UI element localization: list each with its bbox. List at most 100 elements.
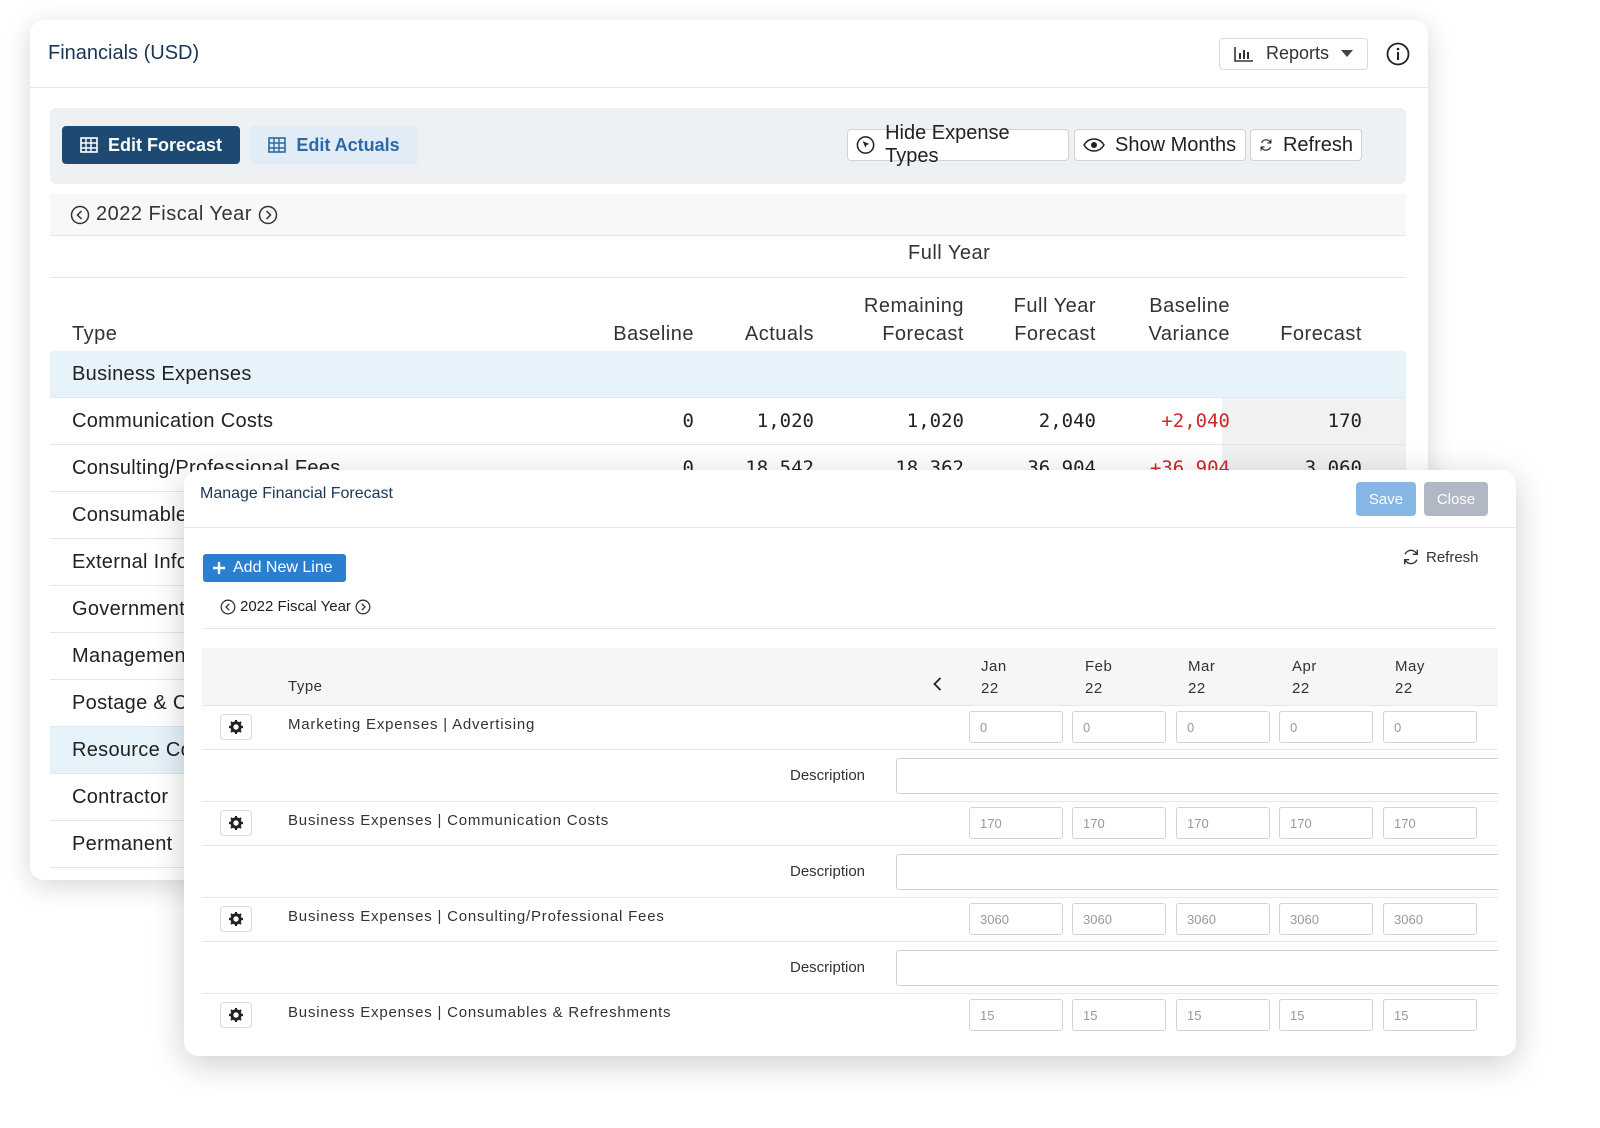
description-input[interactable]	[896, 950, 1498, 986]
cell-fullyear: 2,040	[1038, 410, 1096, 432]
col-baseline: Baseline	[613, 323, 694, 345]
description-label: Description	[790, 767, 866, 784]
line-settings-button[interactable]	[220, 714, 252, 740]
cell-remaining: 1,020	[906, 410, 964, 432]
col-type: Type	[288, 678, 323, 695]
chevron-left-circle-icon[interactable]	[220, 599, 236, 615]
description-row: Description	[202, 942, 1498, 994]
plus-icon	[213, 562, 225, 574]
table-row[interactable]: Communication Costs 0 1,020 1,020 2,040 …	[50, 398, 1406, 445]
line-settings-button[interactable]	[220, 1002, 252, 1028]
table-icon	[268, 137, 287, 153]
refresh-icon	[1260, 139, 1272, 151]
toolbar: Edit Forecast Edit Actuals Hide Expense …	[50, 108, 1406, 184]
month-value-input[interactable]: 170	[969, 807, 1063, 839]
bar-chart-icon	[1234, 46, 1253, 62]
col-remaining-line2: Forecast	[882, 323, 964, 345]
row-name: Consumables	[72, 504, 198, 526]
save-button[interactable]: Save	[1356, 482, 1416, 516]
description-row: Description	[202, 750, 1498, 802]
row-name: Resource Co	[72, 739, 193, 761]
row-name: Management	[72, 645, 192, 667]
reports-label: Reports	[1265, 43, 1329, 63]
gear-icon	[229, 816, 243, 830]
month-header: Apr 22	[1292, 658, 1317, 697]
show-months-button[interactable]: Show Months	[1074, 129, 1246, 161]
financials-header: Financials (USD) Reports	[30, 20, 1428, 88]
chevron-left-circle-icon[interactable]	[70, 205, 90, 225]
edit-actuals-label: Edit Actuals	[296, 134, 400, 155]
gear-icon	[229, 720, 243, 734]
description-input[interactable]	[896, 758, 1498, 794]
page-title: Financials (USD)	[48, 42, 200, 64]
month-header: Mar 22	[1188, 658, 1216, 697]
line-settings-button[interactable]	[220, 810, 252, 836]
month-value-input[interactable]: 0	[1072, 711, 1166, 743]
month-value-input[interactable]: 3060	[1383, 903, 1477, 935]
month-value-input[interactable]: 170	[1072, 807, 1166, 839]
edit-actuals-button[interactable]: Edit Actuals	[250, 126, 418, 164]
modal-title: Manage Financial Forecast	[200, 485, 393, 502]
forecast-cell-bg	[1222, 398, 1406, 444]
hide-expense-types-label: Hide Expense Types	[885, 122, 1010, 167]
table-header: Type Baseline Actuals Remaining Forecast…	[50, 282, 1406, 358]
month-value-input[interactable]: 0	[1176, 711, 1270, 743]
refresh-label: Refresh	[1282, 133, 1353, 156]
month-value-input[interactable]: 15	[1072, 999, 1166, 1031]
month-value-input[interactable]: 15	[1383, 999, 1477, 1031]
manage-forecast-modal: Manage Financial Forecast Save Close Add…	[184, 470, 1516, 1056]
month-header: Jan 22	[981, 658, 1007, 697]
modal-refresh-label: Refresh	[1426, 548, 1479, 566]
close-button[interactable]: Close	[1424, 482, 1488, 516]
col-forecast: Forecast	[1280, 323, 1362, 345]
chevron-right-circle-icon[interactable]	[258, 205, 278, 225]
fiscal-year-label: 2022 Fiscal Year	[96, 203, 252, 225]
month-value-input[interactable]: 0	[1383, 711, 1477, 743]
edit-forecast-button[interactable]: Edit Forecast	[62, 126, 240, 164]
line-settings-button[interactable]	[220, 906, 252, 932]
eye-icon	[1083, 138, 1105, 152]
row-name: Postage & C	[72, 692, 188, 714]
refresh-button[interactable]: Refresh	[1250, 129, 1362, 161]
modal-refresh-button[interactable]: Refresh	[1402, 548, 1479, 566]
month-value-input[interactable]: 170	[1176, 807, 1270, 839]
month-header: May 22	[1395, 658, 1425, 697]
chevron-right-circle-icon[interactable]	[355, 599, 371, 615]
modal-fiscal-year-selector: 2022 Fiscal Year	[220, 598, 371, 615]
month-value-input[interactable]: 3060	[969, 903, 1063, 935]
description-row: Description	[202, 846, 1498, 898]
col-fullyear-line1: Full Year	[1013, 295, 1096, 317]
month-value-input[interactable]: 170	[1279, 807, 1373, 839]
hide-expense-types-button[interactable]: Hide Expense Types	[847, 122, 1069, 167]
description-input[interactable]	[896, 854, 1498, 890]
month-value-input[interactable]: 3060	[1279, 903, 1373, 935]
col-type: Type	[72, 323, 118, 345]
reports-dropdown[interactable]: Reports	[1218, 37, 1368, 70]
full-year-group-header: Full Year	[50, 242, 1406, 278]
fiscal-year-selector: 2022 Fiscal Year	[50, 194, 1406, 236]
pointer-circle-icon	[856, 136, 875, 154]
line-label: Business Expenses | Consulting/Professio…	[288, 908, 665, 925]
month-value-input[interactable]: 15	[969, 999, 1063, 1031]
add-new-line-button[interactable]: Add New Line	[203, 554, 346, 582]
chevron-left-icon[interactable]	[930, 676, 946, 692]
month-value-input[interactable]: 3060	[1072, 903, 1166, 935]
month-value-input[interactable]: 3060	[1176, 903, 1270, 935]
col-variance-line2: Variance	[1148, 323, 1230, 345]
info-icon[interactable]	[1386, 42, 1410, 66]
month-value-input[interactable]: 15	[1279, 999, 1373, 1031]
cell-baseline: 0	[682, 457, 694, 479]
refresh-icon	[1403, 549, 1419, 565]
month-value-input[interactable]: 0	[969, 711, 1063, 743]
month-value-input[interactable]: 170	[1383, 807, 1477, 839]
table-row-group[interactable]: Business Expenses	[50, 351, 1406, 398]
modal-header: Manage Financial Forecast Save Close	[184, 470, 1516, 528]
month-value-input[interactable]: 15	[1176, 999, 1270, 1031]
month-value-input[interactable]: 0	[1279, 711, 1373, 743]
modal-fiscal-year-label: 2022 Fiscal Year	[240, 598, 351, 615]
gear-icon	[229, 1008, 243, 1022]
line-label: Business Expenses | Communication Costs	[288, 812, 610, 829]
forecast-line-row: Business Expenses | Consumables & Refres…	[202, 994, 1498, 1038]
divider	[204, 628, 1496, 629]
